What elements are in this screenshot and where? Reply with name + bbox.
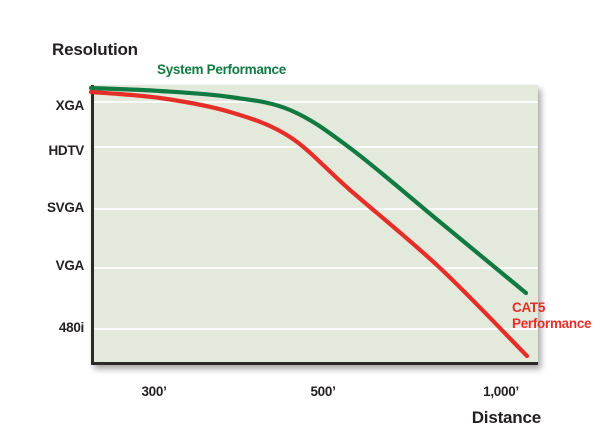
y-tick-480i: 480i — [58, 320, 84, 335]
gridline-xga — [94, 101, 538, 103]
series-label-system-performance: System Performance — [157, 62, 286, 77]
y-tick-xga: XGA — [55, 98, 85, 113]
series-label-cat5-performance: CAT5 Performance — [512, 300, 592, 332]
x-tick-500: 500’ — [310, 384, 336, 399]
y-tick-hdtv: HDTV — [48, 143, 84, 158]
series-label-cat5-line1: CAT5 — [512, 300, 546, 315]
y-tick-svga: SVGA — [46, 200, 84, 215]
x-axis-title: Distance — [471, 408, 541, 427]
y-axis-title: Resolution — [52, 40, 138, 59]
x-tick-1000: 1,000’ — [483, 384, 519, 399]
series-label-cat5-line2: Performance — [512, 316, 592, 331]
gridline-hdtv — [94, 146, 538, 148]
plot-area — [91, 85, 538, 365]
gridline-480i — [94, 328, 538, 330]
gridline-svga — [94, 208, 538, 210]
gridline-vga — [94, 267, 538, 269]
x-tick-300: 300’ — [141, 384, 167, 399]
y-tick-vga: VGA — [55, 258, 85, 273]
